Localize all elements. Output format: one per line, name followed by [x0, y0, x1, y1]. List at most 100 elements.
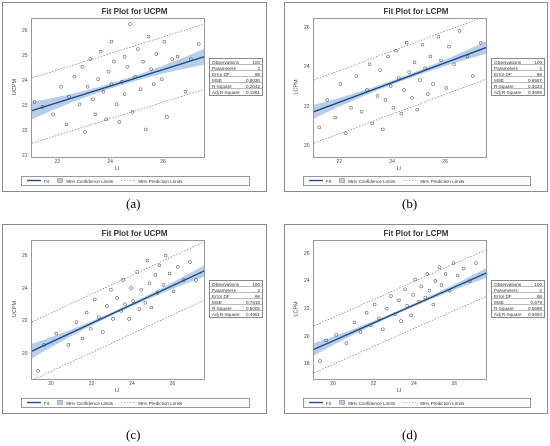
stat-value: 2 — [257, 66, 260, 71]
fit-statistics-table: Observations 100 Parameters 2 Error DF 98 MSE 0… — [209, 280, 263, 318]
fit-line-swatch — [309, 400, 323, 406]
data-point — [93, 112, 98, 117]
data-point — [159, 77, 164, 81]
data-point — [333, 115, 337, 120]
data-point — [425, 272, 430, 276]
data-point — [358, 330, 363, 334]
data-point — [420, 42, 425, 47]
stat-row: MSE 0.8036 — [210, 77, 262, 83]
y-tick-label: 20 — [22, 350, 28, 357]
plot-area — [31, 240, 205, 380]
stat-label: Observations — [494, 60, 522, 65]
data-point — [123, 302, 127, 307]
stat-value: 0.5553 — [527, 312, 542, 317]
data-point — [32, 100, 37, 104]
data-point — [145, 258, 150, 263]
legend-label: 95% Confidence Limits — [348, 400, 396, 406]
chart-panel: Fit Plot for LCPM 20 22 24 26 18 20 22 24 26 LI LCP… — [284, 224, 548, 414]
data-point — [428, 54, 433, 59]
data-point — [141, 59, 145, 64]
data-point — [354, 74, 359, 78]
data-point — [170, 57, 174, 61]
fit-statistics-table: Observations 100 Parameters 2 Error DF 98 MSE 0… — [491, 58, 545, 96]
data-point — [334, 333, 339, 337]
legend-item: 95% Confidence Limits — [57, 178, 113, 184]
legend-label: 95% Prediction Limits — [420, 400, 465, 406]
legend-label: 95% Prediction Limits — [138, 178, 183, 184]
data-point — [412, 60, 417, 65]
stat-row: Observations 100 — [210, 281, 262, 287]
chart-legend: Fit 95% Confidence Limits 95% Prediction L… — [21, 176, 250, 186]
stat-value: 0.5002 — [245, 306, 260, 311]
data-point — [104, 117, 108, 122]
data-point — [474, 261, 478, 265]
stat-value: 98 — [254, 72, 260, 77]
data-point — [137, 307, 141, 311]
stat-label: Adj R-Square — [494, 312, 522, 317]
confidence-band — [32, 265, 204, 359]
data-point — [377, 316, 381, 321]
data-point — [413, 277, 417, 282]
legend-label: 95% Confidence Limits — [66, 178, 114, 184]
x-tick-label: 22 — [370, 381, 377, 387]
data-point — [183, 90, 188, 94]
data-point — [88, 326, 93, 331]
data-point — [352, 320, 357, 325]
data-point — [92, 297, 97, 302]
data-point — [121, 278, 125, 282]
confidence-band-swatch — [339, 178, 345, 184]
data-point — [109, 287, 113, 292]
chart-legend: Fit 95% Confidence Limits 95% Prediction L… — [21, 398, 250, 408]
data-point — [399, 319, 403, 323]
data-point — [122, 92, 127, 97]
stat-value: 0.5598 — [527, 306, 542, 311]
plot-svg — [32, 241, 204, 379]
stat-value: 0.1961 — [245, 90, 260, 95]
data-point — [165, 115, 169, 119]
stat-label: Error DF — [494, 72, 512, 77]
fit-line — [314, 46, 486, 113]
data-point — [455, 273, 460, 278]
data-point — [419, 284, 423, 289]
y-tick-label: 26 — [304, 24, 310, 31]
data-point — [375, 94, 380, 98]
plot-svg — [32, 22, 204, 144]
prediction-line-swatch — [121, 178, 136, 184]
data-point — [125, 64, 130, 69]
data-point — [370, 121, 374, 126]
upper-prediction-limit — [314, 249, 486, 327]
data-point — [381, 327, 385, 332]
legend-label: Fit — [326, 400, 332, 406]
data-point — [96, 77, 100, 81]
x-axis-label: LI — [397, 166, 402, 172]
stat-label: MSE — [494, 300, 504, 305]
stat-label: R-Square — [494, 84, 514, 89]
legend-label: Fit — [326, 178, 332, 184]
y-axis-label: LCPM — [293, 301, 300, 317]
data-point — [162, 39, 167, 44]
data-point — [88, 57, 92, 61]
stat-row: Error DF 98 — [492, 71, 544, 77]
data-point — [161, 283, 166, 287]
data-point — [452, 62, 456, 67]
data-point — [423, 295, 428, 300]
data-point — [367, 62, 372, 67]
y-axis-label: UCPM — [12, 300, 19, 318]
chart-title: Fit Plot for UCPM — [101, 229, 168, 238]
data-point — [171, 289, 176, 294]
x-axis-label: LI — [115, 388, 120, 394]
data-point — [388, 84, 393, 88]
confidence-band-swatch — [57, 400, 63, 406]
stat-value: 0.7818 — [245, 300, 260, 305]
data-point — [175, 265, 180, 269]
fit-line — [32, 56, 204, 112]
plot-area — [313, 18, 487, 158]
stat-label: R-Square — [212, 306, 232, 311]
legend-item: 95% Prediction Limits — [403, 178, 464, 184]
x-tick-label: 22 — [54, 159, 61, 165]
confidence-band-swatch — [339, 400, 345, 406]
data-point — [324, 338, 328, 343]
stat-row: R-Square 0.2042 — [210, 83, 262, 89]
stat-value: 0.3623 — [527, 84, 542, 89]
stat-row: Adj R-Square 0.3558 — [492, 89, 544, 95]
